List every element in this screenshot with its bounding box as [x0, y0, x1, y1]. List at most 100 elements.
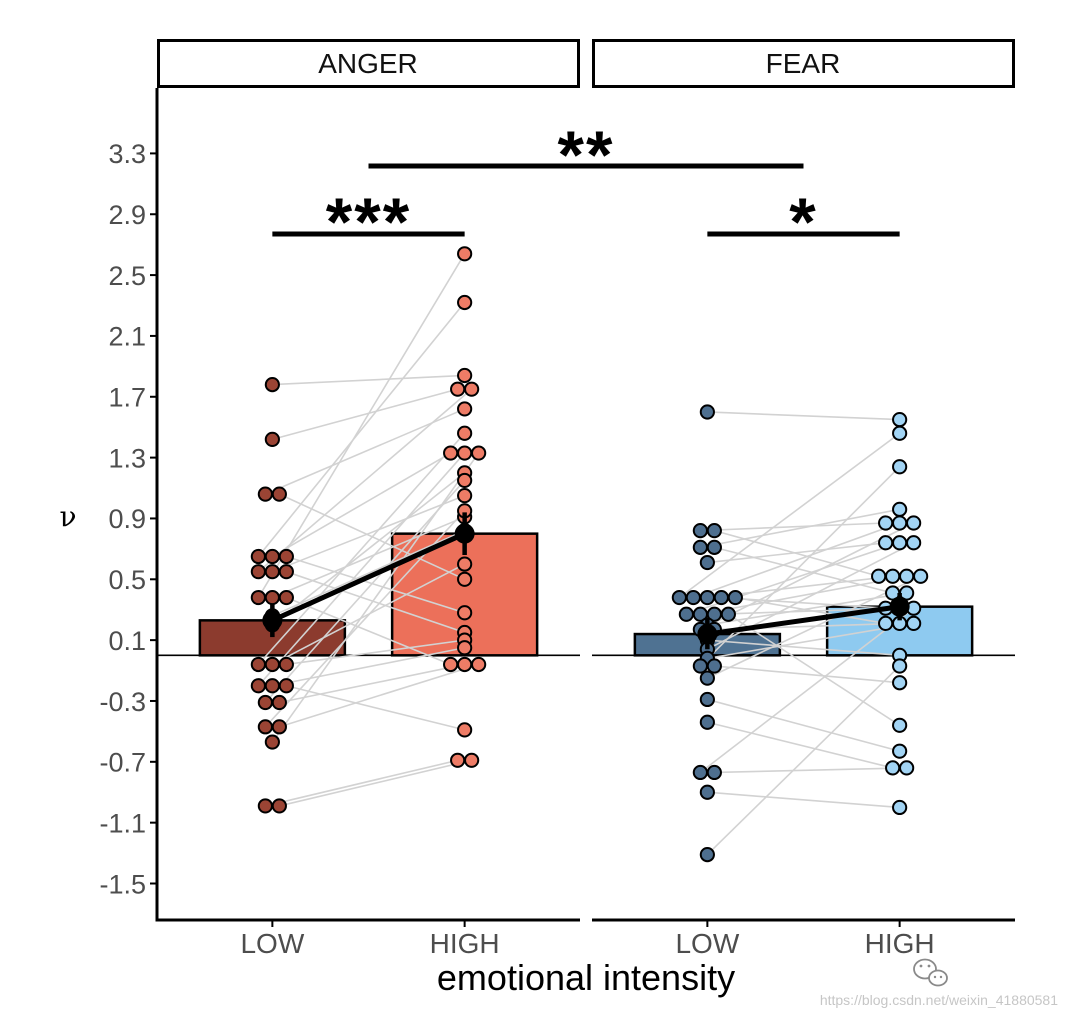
- pair-line-fear: [714, 767, 907, 774]
- point-anger-high: [457, 246, 473, 262]
- point-anger-high: [457, 640, 473, 656]
- point-fear-low: [699, 784, 715, 800]
- pair-line-anger: [265, 759, 458, 807]
- y-tick-label: -0.7: [99, 748, 146, 778]
- mean-point-fear-high: [889, 596, 910, 617]
- point-fear-high: [913, 568, 929, 584]
- mean-point-anger-high: [454, 523, 475, 544]
- point-fear-low: [706, 523, 722, 539]
- pair-line-fear: [727, 613, 901, 726]
- pair-line-anger: [272, 494, 465, 573]
- point-anger-low: [278, 564, 294, 580]
- pair-line-anger: [271, 452, 452, 558]
- point-anger-low: [250, 656, 266, 673]
- pair-line-anger: [279, 663, 465, 704]
- point-fear-high: [885, 760, 901, 776]
- point-anger-high: [457, 656, 473, 673]
- x-tick-label-anger-low: LOW: [240, 928, 304, 959]
- pair-line-fear: [706, 665, 901, 856]
- point-fear-high: [878, 615, 894, 632]
- y-tick-label: -0.3: [99, 687, 146, 717]
- pair-line-anger: [279, 663, 479, 728]
- pair-line-fear: [700, 522, 886, 532]
- pair-line-fear: [714, 665, 900, 684]
- pair-line-anger: [272, 646, 465, 687]
- strip-label-anger: ANGER: [318, 48, 418, 79]
- point-fear-high: [892, 743, 908, 759]
- axes-layer: [155, 88, 1015, 922]
- point-fear-high: [906, 615, 922, 632]
- point-anger-high: [457, 425, 473, 441]
- point-anger-low: [264, 589, 280, 606]
- watermark-url: https://blog.csdn.net/weixin_41880581: [820, 992, 1058, 1008]
- points-layer: [250, 246, 929, 863]
- pair-line-fear: [693, 522, 900, 599]
- point-fear-low: [678, 606, 694, 622]
- plot-area: LOW HIGH LOW HIGH 3.3 2.9 2.5 2.1 1.7 1.3 0.9 0.5 0.…: [99, 88, 1015, 959]
- pair-line-anger: [257, 432, 466, 666]
- pair-line-anger: [257, 452, 466, 687]
- mean-line-anger: [269, 531, 468, 623]
- point-anger-low: [278, 589, 294, 606]
- point-anger-high: [471, 445, 487, 461]
- y-tick-label: 3.3: [108, 139, 146, 169]
- point-fear-high: [892, 459, 908, 475]
- pair-line-anger: [272, 388, 458, 441]
- pair-line-fear: [707, 411, 900, 421]
- significance-layer: *** ***: [272, 117, 900, 260]
- pair-line-fear: [700, 508, 900, 549]
- point-fear-high: [878, 535, 894, 551]
- point-anger-low: [264, 376, 280, 393]
- point-anger-low: [257, 798, 273, 814]
- x-tick-label-fear-high: HIGH: [865, 928, 935, 959]
- mean-point-fear-low: [697, 624, 718, 645]
- point-fear-high: [892, 658, 908, 674]
- pair-line-fear: [707, 639, 900, 657]
- point-anger-high: [457, 472, 473, 489]
- point-fear-low: [699, 670, 715, 686]
- point-anger-low: [271, 719, 287, 735]
- point-anger-low: [250, 548, 266, 565]
- point-anger-low: [264, 431, 280, 447]
- watermark: https://blog.csdn.net/weixin_41880581: [820, 958, 1058, 1008]
- point-fear-high: [906, 535, 922, 551]
- pair-line-fear: [707, 698, 900, 752]
- point-fear-low: [699, 846, 715, 863]
- y-tick-label: 0.9: [108, 504, 146, 534]
- pair-line-anger: [264, 479, 466, 704]
- point-fear-low: [699, 589, 715, 606]
- x-tick-label-anger-high: HIGH: [430, 928, 500, 959]
- point-fear-high: [899, 760, 915, 776]
- point-anger-high: [457, 605, 473, 621]
- y-tick-label: 0.5: [108, 565, 146, 595]
- y-tick-label: 1.7: [108, 383, 146, 413]
- significance-label: ***: [326, 184, 411, 260]
- y-tick-label: 2.5: [108, 261, 146, 291]
- point-fear-low: [713, 589, 729, 606]
- point-anger-high: [457, 445, 473, 461]
- means-layer: [262, 523, 910, 645]
- wechat-logo-icon: [913, 958, 948, 987]
- point-anger-high: [443, 445, 459, 461]
- point-anger-high: [443, 656, 459, 673]
- y-tick-label: 0.1: [108, 626, 146, 656]
- significance-label: **: [558, 117, 615, 193]
- point-anger-low: [264, 564, 280, 580]
- point-fear-high: [892, 411, 908, 428]
- point-fear-high: [892, 515, 908, 531]
- strip-fear: FEAR: [592, 39, 1015, 88]
- pair-line-anger: [286, 684, 465, 731]
- point-anger-low: [264, 678, 280, 694]
- point-fear-high: [892, 717, 908, 733]
- point-fear-high: [878, 515, 894, 531]
- mean-point-anger-low: [262, 610, 283, 631]
- point-fear-high: [892, 501, 908, 517]
- point-anger-high: [457, 488, 473, 504]
- strip-box-anger: [157, 39, 580, 88]
- point-anger-low: [264, 548, 280, 565]
- point-anger-low: [250, 678, 266, 694]
- point-anger-low: [264, 734, 280, 750]
- y-tick-label: -1.1: [99, 808, 146, 838]
